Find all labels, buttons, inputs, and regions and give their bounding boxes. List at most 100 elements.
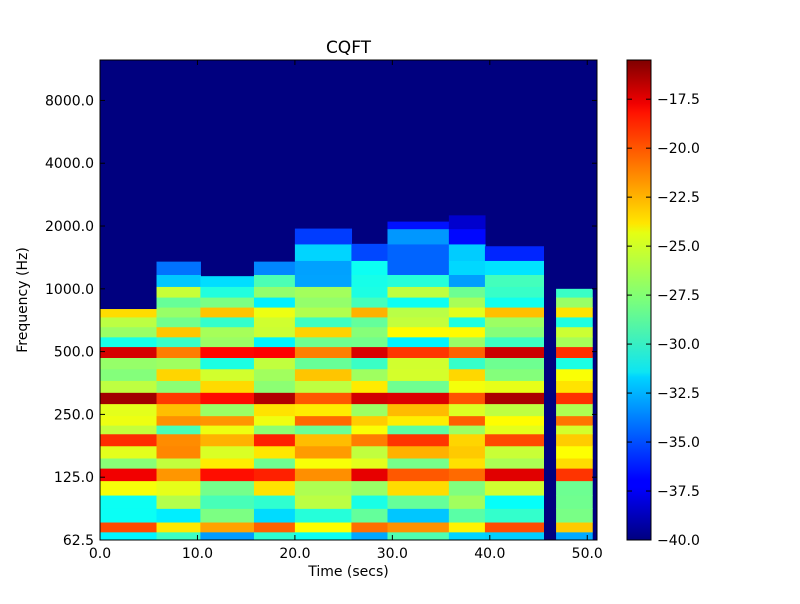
heatmap-cell xyxy=(387,336,450,348)
heatmap-cell xyxy=(100,531,158,540)
heatmap-cell xyxy=(484,403,544,417)
heatmap-cell xyxy=(100,403,158,417)
heatmap-cell xyxy=(351,468,389,482)
heatmap-cell xyxy=(484,392,544,405)
heatmap-cell xyxy=(100,346,158,358)
heatmap-cell xyxy=(387,494,450,509)
colorbar-tick-label: −40.0 xyxy=(657,533,700,549)
heatmap-cell xyxy=(484,457,544,469)
heatmap-cell xyxy=(200,276,255,287)
heatmap-cell xyxy=(253,508,296,523)
heatmap-cell xyxy=(484,480,544,496)
heatmap-cell xyxy=(294,433,353,447)
heatmap-cell xyxy=(556,457,593,469)
heatmap-cell xyxy=(484,415,544,426)
heatmap-cell xyxy=(351,445,389,459)
heatmap-cell xyxy=(156,357,201,370)
y-tick-label: 125.0 xyxy=(54,470,94,486)
heatmap-cell xyxy=(484,260,544,275)
heatmap-cell xyxy=(484,380,544,393)
heatmap-cell xyxy=(294,228,353,245)
heatmap-cell xyxy=(484,246,544,261)
heatmap-cell xyxy=(351,508,389,523)
heatmap-cell xyxy=(484,531,544,540)
heatmap-cell xyxy=(100,457,158,469)
heatmap-cell xyxy=(448,380,486,393)
heatmap-cell xyxy=(351,494,389,509)
heatmap-cell xyxy=(200,468,255,482)
heatmap-cell xyxy=(294,445,353,459)
heatmap-cell xyxy=(448,368,486,381)
x-tick-label: 50.0 xyxy=(572,546,603,562)
heatmap-cell xyxy=(100,380,158,393)
colorbar-tick-label: −22.5 xyxy=(657,190,700,206)
heatmap-cell xyxy=(200,296,255,308)
heatmap-cell xyxy=(156,261,201,275)
heatmap-cell xyxy=(387,228,450,245)
heatmap-cell xyxy=(200,445,255,459)
heatmap-cell xyxy=(294,316,353,328)
heatmap-cell xyxy=(387,480,450,496)
heatmap-cell xyxy=(351,392,389,405)
heatmap-cell xyxy=(387,243,450,261)
heatmap-cell xyxy=(200,494,255,509)
heatmap-cell xyxy=(484,508,544,523)
heatmap-cell xyxy=(294,415,353,426)
heatmap-cell xyxy=(448,228,486,245)
heatmap-cell xyxy=(448,316,486,328)
heatmap-cell xyxy=(484,445,544,459)
heatmap-cell xyxy=(200,368,255,381)
colorbar-tick-label: −32.5 xyxy=(657,386,700,402)
heatmap-cell xyxy=(387,286,450,298)
heatmap-cell xyxy=(448,521,486,533)
heatmap-cell xyxy=(448,392,486,405)
heatmap-cell xyxy=(387,531,450,540)
heatmap-cell xyxy=(253,433,296,447)
heatmap-cell xyxy=(351,480,389,496)
heatmap-cell xyxy=(200,392,255,405)
heatmap-cell xyxy=(351,336,389,348)
heatmap-cell xyxy=(556,425,593,435)
heatmap-cell xyxy=(387,415,450,426)
heatmap-cell xyxy=(556,306,593,318)
heatmap-cell xyxy=(253,457,296,469)
heatmap-cell xyxy=(253,403,296,417)
heatmap-cell xyxy=(200,508,255,523)
heatmap-cell xyxy=(156,415,201,426)
heatmap-cell xyxy=(556,392,593,405)
heatmap-cell xyxy=(351,286,389,298)
y-axis-label: Frequency (Hz) xyxy=(15,247,31,353)
heatmap-cell xyxy=(200,380,255,393)
heatmap-cell xyxy=(448,326,486,338)
heatmap-cell xyxy=(448,415,486,426)
heatmap-cell xyxy=(448,260,486,275)
heatmap-cell xyxy=(387,274,450,287)
heatmap-cell xyxy=(294,336,353,348)
heatmap-cell xyxy=(100,521,158,533)
heatmap-cell xyxy=(448,433,486,447)
plot-frame xyxy=(99,59,598,541)
heatmap-cell xyxy=(351,357,389,370)
heatmap-cell xyxy=(294,494,353,509)
colorbar-tick-label: −35.0 xyxy=(657,435,700,451)
heatmap-cell xyxy=(294,392,353,405)
heatmap-cell xyxy=(100,309,158,318)
heatmap-cell xyxy=(351,403,389,417)
heatmap-cell xyxy=(387,468,450,482)
heatmap-cell xyxy=(200,480,255,496)
heatmap-cell xyxy=(200,326,255,338)
heatmap-cell xyxy=(448,480,486,496)
y-tick-label: 500.0 xyxy=(54,345,94,361)
heatmap-cell xyxy=(200,433,255,447)
heatmap-cell xyxy=(156,326,201,338)
heatmap-cell xyxy=(351,274,389,287)
heatmap-cell xyxy=(294,468,353,482)
y-tick-label: 8000.0 xyxy=(45,93,94,109)
heatmap-cell xyxy=(100,326,158,338)
heatmap-cell xyxy=(351,260,389,275)
heatmap-cell xyxy=(200,403,255,417)
heatmap-cell xyxy=(200,316,255,328)
heatmap-cell xyxy=(484,306,544,318)
heatmap-cell xyxy=(351,346,389,358)
